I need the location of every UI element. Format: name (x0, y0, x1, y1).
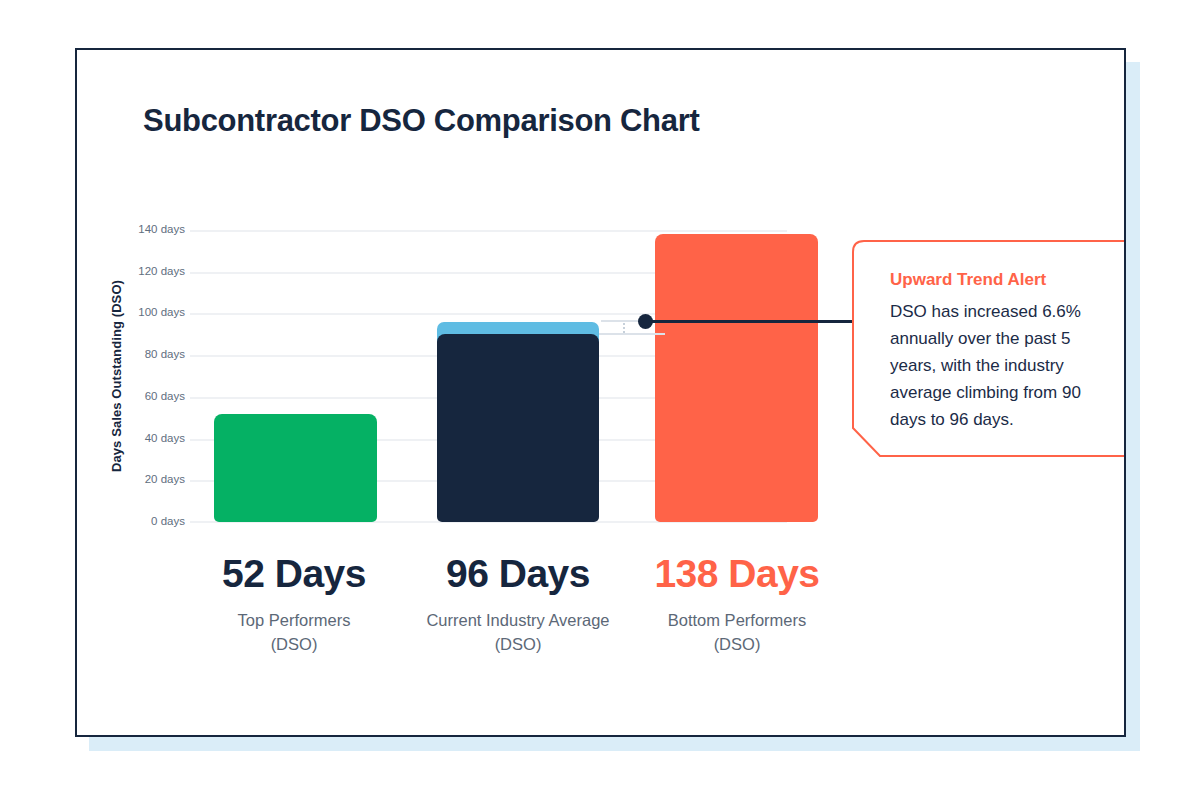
callout-title: Upward Trend Alert (890, 270, 1096, 290)
plot-area (190, 230, 830, 522)
category-label-top-performers: Top Performers (DSO) (179, 608, 409, 656)
bar-bottom-performers (655, 234, 818, 522)
y-tick-label: 80 days (97, 348, 185, 360)
category-label-line1: Bottom Performers (622, 608, 852, 632)
y-tick-label: 120 days (97, 265, 185, 277)
category-label-line1: Top Performers (179, 608, 409, 632)
category-label-line2: (DSO) (403, 632, 633, 656)
callout-connector-dot (638, 314, 653, 329)
value-label-top-performers: 52 Days (194, 552, 394, 596)
delta-marker-bottom-line (599, 333, 665, 335)
chart-title: Subcontractor DSO Comparison Chart (143, 103, 699, 139)
page-background: Subcontractor DSO Comparison Chart Days … (0, 0, 1200, 800)
category-label-bottom-performers: Bottom Performers (DSO) (622, 608, 852, 656)
bar-top-performers (214, 414, 377, 523)
callout-connector-line (645, 320, 852, 323)
delta-marker-dotted-line (623, 323, 625, 333)
delta-marker-top-line (601, 320, 638, 322)
category-label-line2: (DSO) (179, 632, 409, 656)
y-tick-label: 0 days (97, 515, 185, 527)
category-label-industry-average: Current Industry Average (DSO) (403, 608, 633, 656)
y-tick-label: 20 days (97, 473, 185, 485)
value-label-industry-average: 96 Days (418, 552, 618, 596)
callout-body: DSO has increased 6.6% annually over the… (890, 298, 1096, 433)
y-tick-label: 60 days (97, 390, 185, 402)
y-tick-label: 140 days (97, 223, 185, 235)
y-tick-label: 100 days (97, 306, 185, 318)
bar-industry-average (437, 334, 599, 522)
chart-card: Subcontractor DSO Comparison Chart Days … (75, 48, 1126, 737)
value-label-bottom-performers: 138 Days (637, 552, 837, 596)
callout-upward-trend: Upward Trend Alert DSO has increased 6.6… (852, 240, 1124, 457)
y-tick-label: 40 days (97, 432, 185, 444)
category-label-line1: Current Industry Average (403, 608, 633, 632)
callout-content: Upward Trend Alert DSO has increased 6.6… (890, 270, 1096, 433)
category-label-line2: (DSO) (622, 632, 852, 656)
